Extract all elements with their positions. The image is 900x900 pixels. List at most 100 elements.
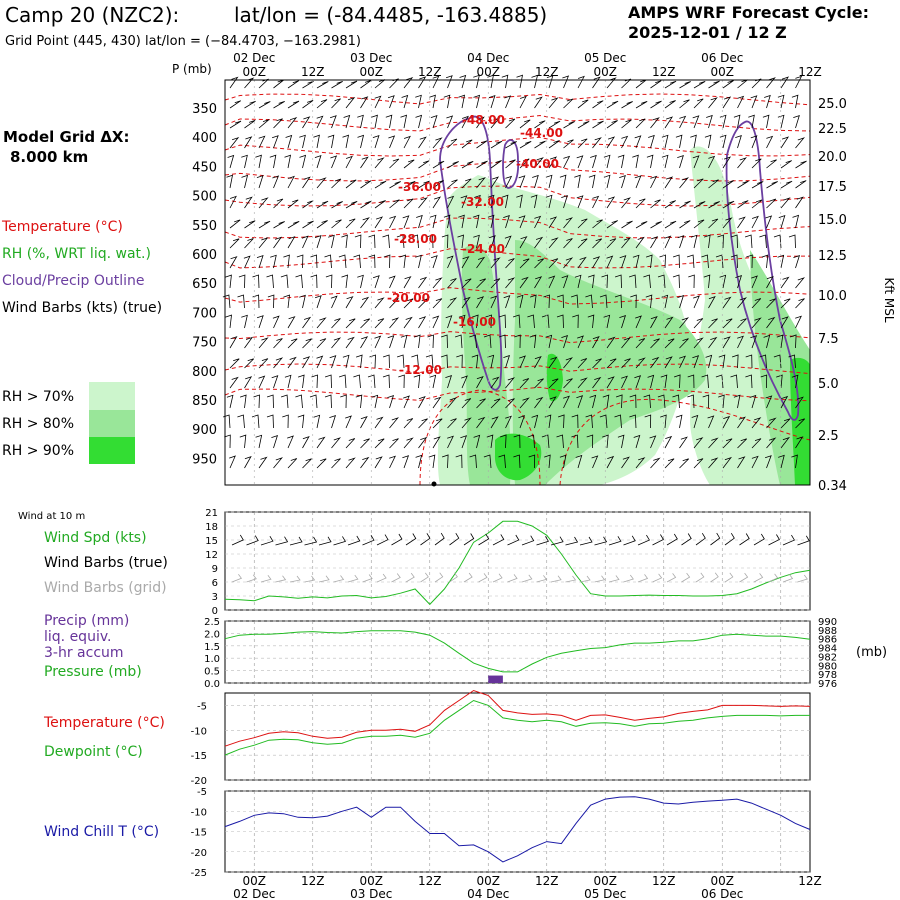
wind-barbs-grid-label: Wind Barbs (grid) xyxy=(44,580,167,596)
legend-rh: RH (%, WRT liq. wat.) xyxy=(2,246,151,262)
wind-barb xyxy=(645,294,653,309)
surface-wind-barb-true xyxy=(710,532,721,546)
wind-barb xyxy=(461,161,474,169)
surface-wind-barb-grid xyxy=(434,572,444,583)
pressure-tick-label: 600 xyxy=(192,248,217,263)
latlon-title: lat/lon = (-84.4485, -163.4885) xyxy=(234,3,547,27)
wind-barb xyxy=(705,354,713,369)
wind-barb xyxy=(548,140,560,149)
wind-barb xyxy=(592,76,601,89)
wind-barb xyxy=(679,458,689,469)
wind-barb xyxy=(764,94,771,109)
wind-barb xyxy=(661,134,669,149)
wind-barb xyxy=(225,274,232,289)
wind-barb xyxy=(545,194,553,209)
wind-barb xyxy=(345,318,356,329)
wind-chill-tick: -5 xyxy=(197,787,207,798)
wind-barb xyxy=(504,95,512,109)
surface-wind-barb-grid xyxy=(318,575,330,583)
temperature-tick: -20 xyxy=(191,776,207,787)
wind-barb xyxy=(614,414,622,429)
wind-barb xyxy=(447,397,458,409)
wind-barb xyxy=(229,256,238,269)
wind-barb xyxy=(518,415,526,429)
wind-barbs-profile xyxy=(222,74,807,469)
wind-barb xyxy=(519,276,529,289)
wind-barb xyxy=(722,96,732,109)
wind-barb xyxy=(634,175,642,189)
surface-wind-barb-grid xyxy=(478,573,488,583)
wind-barb xyxy=(385,114,393,129)
rh70-label: RH > 70% xyxy=(2,389,74,405)
wind-barb xyxy=(389,317,400,329)
wind-barb xyxy=(677,294,685,309)
wind-barb xyxy=(447,435,454,449)
surface-marker xyxy=(431,481,437,487)
wind-barb xyxy=(621,375,628,389)
wind-barb xyxy=(367,374,376,389)
wind-barb xyxy=(456,354,463,369)
wind-barb xyxy=(766,181,778,189)
wind-barb xyxy=(795,137,806,149)
wind-barb xyxy=(418,436,428,449)
wind-barb xyxy=(374,180,387,189)
wind-barb xyxy=(503,295,511,309)
wind-barb xyxy=(273,221,285,229)
isotherm-label: -24.00 xyxy=(462,242,505,256)
pressure-tick: 982 xyxy=(818,652,837,663)
wind-barb xyxy=(287,175,295,189)
wind-barb xyxy=(664,100,676,109)
wind-barb xyxy=(505,141,517,149)
wind-barb xyxy=(327,134,335,149)
wind-speed-tick: 15 xyxy=(205,536,218,547)
wind-barb xyxy=(341,234,348,249)
wind-barb xyxy=(650,315,658,329)
accum-label: 3-hr accum xyxy=(44,645,124,661)
wind-barb xyxy=(229,195,237,209)
wind-barb xyxy=(382,354,390,369)
wind-barb xyxy=(505,118,516,129)
wind-barb xyxy=(461,398,472,409)
wind-barb xyxy=(561,194,568,209)
wind-barb xyxy=(280,394,289,409)
wind-barb xyxy=(353,254,361,269)
isotherm-line xyxy=(224,363,811,375)
wind-barb xyxy=(730,234,738,249)
wind-barb xyxy=(287,316,296,329)
wind-barb xyxy=(418,276,428,289)
wind-barb xyxy=(445,374,453,389)
surface-wind-barb-grid xyxy=(420,572,429,583)
wind-barb xyxy=(722,200,735,209)
top-hour-label: 12Z xyxy=(652,65,676,79)
wind-barb xyxy=(273,118,283,129)
wind-barb xyxy=(577,75,585,89)
wind-barb xyxy=(418,316,427,329)
wind-barb xyxy=(396,234,405,249)
wind-barb xyxy=(402,455,410,469)
wind-barb xyxy=(415,254,422,269)
wind-barb xyxy=(693,458,704,469)
surface-wind-barb-true xyxy=(739,533,750,546)
wind-barb xyxy=(516,294,524,309)
wind-barb xyxy=(316,81,329,89)
wind-barb xyxy=(302,356,311,369)
pressure-tick-label: 350 xyxy=(192,102,217,117)
wind-barb xyxy=(606,136,616,149)
wind-barb xyxy=(331,201,343,209)
wind-barb xyxy=(534,355,542,369)
wind-barb xyxy=(267,294,275,309)
wind-barb xyxy=(457,234,464,249)
wind-barb xyxy=(224,434,231,449)
surface-wind-barb-grid xyxy=(260,575,272,583)
wind-barb xyxy=(316,220,328,229)
wind-barb xyxy=(634,375,642,389)
wind-barb xyxy=(316,458,327,469)
wind-barb xyxy=(266,414,274,429)
wind-barb xyxy=(619,314,627,329)
wind-barb xyxy=(258,220,271,229)
wind-barb xyxy=(302,458,312,469)
wind-barb xyxy=(374,416,384,429)
wind-barb xyxy=(603,314,611,329)
wind-barb xyxy=(302,316,312,329)
wind-barb xyxy=(693,437,704,449)
